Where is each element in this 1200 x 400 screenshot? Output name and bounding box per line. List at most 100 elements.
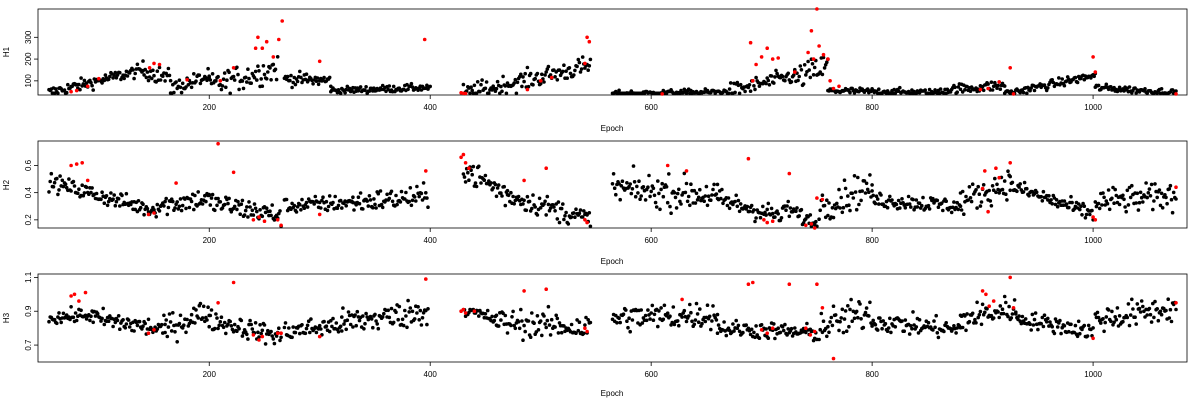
data-point: [804, 217, 808, 221]
data-point: [228, 319, 232, 324]
outlier-point: [216, 301, 220, 305]
data-point: [577, 211, 582, 216]
data-point: [380, 205, 385, 210]
data-point: [1104, 82, 1109, 87]
data-point: [275, 55, 280, 59]
data-point: [222, 202, 227, 207]
data-point: [981, 183, 986, 187]
data-point: [242, 213, 247, 217]
data-point: [921, 195, 925, 200]
data-point: [109, 191, 113, 195]
data-point: [827, 201, 831, 205]
data-point: [79, 76, 83, 80]
data-point: [523, 71, 527, 76]
data-point: [977, 313, 982, 317]
x-axis-title: Epoch: [601, 124, 624, 133]
data-point: [526, 319, 531, 323]
data-point: [659, 306, 663, 310]
data-point: [89, 190, 93, 195]
data-point: [657, 309, 661, 313]
data-point: [841, 205, 846, 210]
outlier-point: [317, 212, 322, 217]
data-point: [783, 322, 787, 327]
data-point: [632, 180, 637, 184]
data-point: [627, 316, 631, 321]
data-point: [158, 78, 163, 82]
data-point: [290, 335, 294, 340]
data-point: [548, 73, 553, 77]
data-point: [1094, 204, 1099, 209]
data-point: [372, 86, 376, 90]
data-point: [969, 199, 974, 204]
data-point: [293, 330, 298, 335]
data-point: [285, 74, 290, 79]
data-point: [485, 308, 490, 313]
data-point: [499, 191, 503, 195]
outlier-point: [251, 333, 256, 337]
data-point: [580, 215, 585, 219]
data-point: [630, 318, 635, 322]
data-point: [406, 298, 410, 303]
data-point: [1131, 307, 1135, 311]
data-point: [1159, 191, 1164, 196]
data-point: [1028, 88, 1032, 93]
outlier-point: [275, 218, 280, 222]
data-point: [515, 80, 520, 85]
data-point: [633, 194, 638, 199]
data-point: [352, 208, 356, 212]
outlier-point: [97, 76, 101, 81]
data-point: [618, 197, 622, 202]
data-point: [690, 319, 694, 324]
data-point: [291, 325, 296, 329]
data-point: [218, 320, 223, 324]
data-point: [461, 172, 466, 176]
data-point: [935, 331, 940, 335]
data-point: [67, 177, 71, 181]
data-point: [390, 199, 395, 204]
data-point: [964, 194, 968, 199]
outlier-point: [815, 7, 819, 11]
data-point: [236, 72, 240, 77]
data-point: [822, 66, 827, 70]
data-point: [772, 81, 776, 85]
data-point: [1067, 205, 1071, 210]
data-point: [735, 204, 740, 209]
data-point: [543, 73, 547, 77]
data-point: [143, 321, 147, 326]
data-point: [611, 172, 616, 176]
data-point: [1133, 315, 1137, 320]
outlier-point: [984, 292, 988, 297]
data-point: [157, 209, 162, 213]
data-point: [769, 74, 774, 78]
data-point: [308, 330, 312, 335]
data-point: [858, 302, 862, 306]
data-point: [909, 324, 913, 328]
data-point: [245, 205, 249, 209]
data-point: [991, 316, 996, 320]
data-point: [610, 182, 615, 186]
data-point: [1137, 200, 1142, 205]
data-point: [890, 198, 894, 202]
data-point: [102, 201, 107, 205]
data-point: [780, 74, 785, 79]
data-point: [264, 206, 269, 210]
data-point: [270, 203, 275, 207]
data-point: [1158, 203, 1163, 208]
outlier-point: [1091, 55, 1095, 59]
data-point: [155, 69, 160, 73]
data-point: [865, 187, 870, 192]
data-point: [956, 207, 961, 212]
x-tick-label: 600: [644, 236, 658, 245]
data-point: [141, 324, 145, 329]
data-point: [657, 191, 661, 196]
data-point: [90, 186, 94, 190]
data-point: [207, 193, 211, 198]
data-point: [735, 80, 740, 85]
data-point: [761, 204, 765, 209]
outlier-point: [808, 333, 813, 337]
data-point: [703, 194, 708, 198]
data-point: [733, 199, 737, 204]
data-point: [462, 175, 467, 179]
data-point: [532, 321, 536, 326]
data-point: [931, 328, 935, 332]
